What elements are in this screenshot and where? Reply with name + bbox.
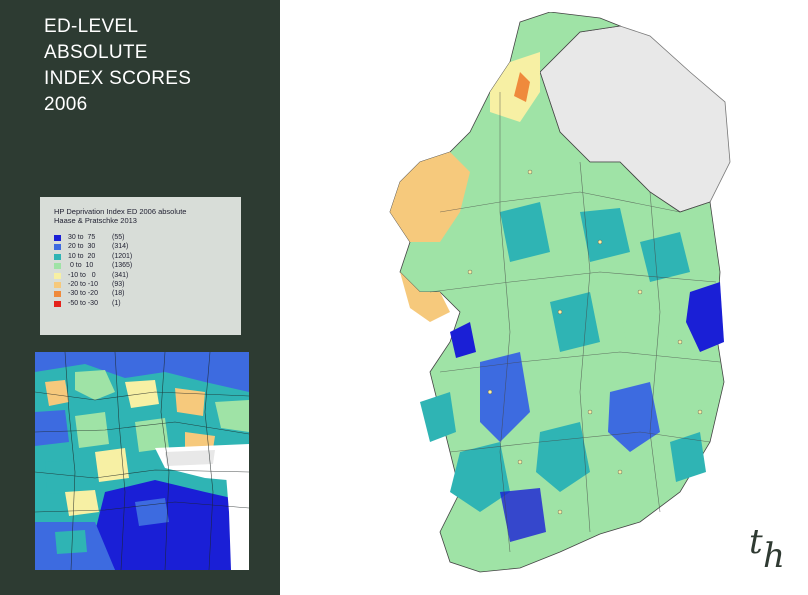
legend-rows: 30 to 75 (55) 20 to 30 (314) 10 to 20 (1201… [54, 233, 234, 308]
legend-swatch [54, 244, 61, 251]
legend-range: 0 to 10 [68, 262, 94, 270]
legend-row: 20 to 30 (314) [54, 242, 234, 251]
legend-row: -50 to -30 (1) [54, 299, 234, 308]
legend-range: 30 to 75 [68, 234, 96, 241]
legend-swatch [54, 253, 61, 260]
sidebar-panel: ED-LEVEL ABSOLUTE INDEX SCORES 2006 HP D… [0, 0, 280, 595]
dublin-inset-svg [35, 352, 249, 570]
title-line-4: 2006 [44, 94, 88, 115]
legend-count: (93) [112, 280, 125, 288]
legend-count: (55) [112, 234, 125, 241]
legend-count: (314) [112, 243, 129, 251]
legend-count: (1201) [112, 252, 133, 260]
legend-row: 30 to 75 (55) [54, 233, 234, 242]
legend-row: -10 to 0 (341) [54, 271, 234, 280]
title-line-1: ED-LEVEL [44, 16, 139, 37]
legend-heading-line-2: Haase & Pratschke 2013 [54, 216, 137, 225]
legend-count: (1365) [112, 262, 133, 270]
legend-count: (18) [112, 290, 125, 298]
legend-swatch [54, 263, 61, 270]
legend-swatch [54, 300, 61, 307]
title-line-2: ABSOLUTE [44, 42, 148, 63]
legend-range: -30 to -20 [68, 290, 98, 298]
dublin-inset-map [35, 352, 249, 570]
legend-range: -20 to -10 [68, 280, 98, 288]
legend-heading-line-1: HP Deprivation Index ED 2006 absolute [54, 207, 187, 216]
legend-swatch [54, 281, 61, 288]
legend-count: (1) [112, 299, 121, 307]
legend-row: 0 to 10 (1365) [54, 261, 234, 270]
legend-swatch [54, 291, 61, 298]
legend-range: -10 to 0 [68, 271, 96, 279]
legend-row: -20 to -10 (93) [54, 280, 234, 289]
legend-swatch [54, 235, 61, 241]
logo-letter-t: t [749, 522, 763, 562]
title-line-3: INDEX SCORES [44, 68, 192, 89]
legend-swatch [54, 272, 61, 279]
legend-range: -50 to -30 [68, 299, 98, 307]
slide-title: ED-LEVEL ABSOLUTE INDEX SCORES 2006 [44, 14, 191, 118]
legend-count: (341) [112, 271, 129, 279]
ireland-choropleth-map [380, 11, 745, 588]
logo: t h [745, 522, 793, 576]
legend-row: 10 to 20 (1201) [54, 252, 234, 261]
map-legend: HP Deprivation Index ED 2006 absolute Ha… [40, 197, 241, 335]
legend-range: 20 to 30 [68, 243, 96, 251]
legend-row: -30 to -20 (18) [54, 289, 234, 298]
legend-heading: HP Deprivation Index ED 2006 absolute Ha… [54, 207, 186, 225]
ireland-map-svg [389, 11, 731, 573]
logo-letter-h: h [763, 536, 785, 576]
legend-range: 10 to 20 [68, 252, 96, 260]
